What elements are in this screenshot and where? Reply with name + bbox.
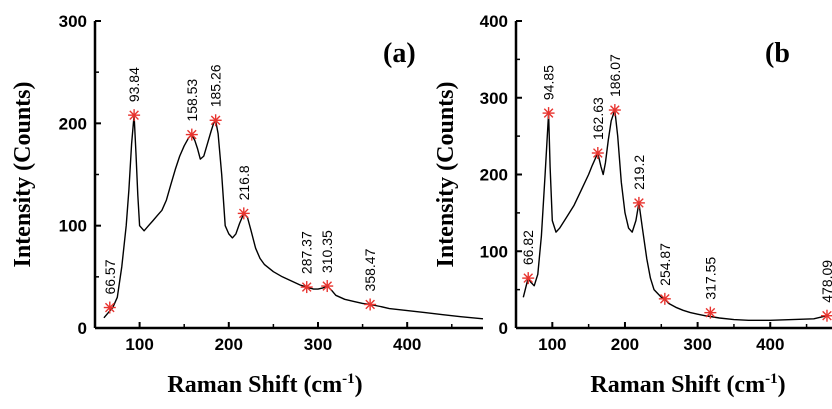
y-tick-label: 200 bbox=[480, 166, 508, 185]
peak-marker-stroke bbox=[523, 273, 534, 283]
peak-marker bbox=[522, 272, 535, 285]
peak-label: 287.37 bbox=[299, 231, 315, 274]
x-tick-label: 400 bbox=[393, 335, 421, 354]
peak-label: 219.2 bbox=[631, 155, 647, 190]
peak-marker bbox=[209, 114, 222, 127]
x-tick-label: 300 bbox=[304, 335, 332, 354]
peak-label: 310.35 bbox=[319, 230, 335, 273]
peak-marker bbox=[103, 301, 116, 314]
peak-marker-stroke bbox=[129, 110, 139, 120]
x-tick-label: 400 bbox=[756, 335, 784, 354]
peak-label: 317.55 bbox=[702, 257, 718, 300]
peak-marker bbox=[591, 147, 604, 160]
peak-marker-stroke bbox=[210, 115, 221, 126]
peak-marker bbox=[128, 109, 141, 122]
peak-marker-stroke bbox=[660, 294, 670, 304]
peak-marker-stroke bbox=[543, 108, 554, 118]
x-axis-label: Raman Shift (cm-1) bbox=[590, 371, 785, 398]
y-tick-label: 400 bbox=[480, 12, 508, 31]
peak-label: 66.57 bbox=[102, 259, 118, 294]
x-tick-label: 200 bbox=[611, 335, 639, 354]
y-tick-label: 300 bbox=[59, 12, 87, 31]
peak-label: 162.63 bbox=[590, 97, 606, 140]
peak-marker bbox=[608, 104, 621, 117]
x-tick-label: 200 bbox=[215, 335, 243, 354]
panel-b: 0 100 200 300 400 100 200 300 400 66.82 94.85 162.6… bbox=[433, 12, 832, 398]
peak-marker-stroke bbox=[822, 310, 832, 321]
y-axis-label: Intensity (Counts) bbox=[10, 81, 36, 267]
peak-marker-stroke bbox=[322, 281, 333, 291]
y-tick-label: 0 bbox=[499, 319, 508, 338]
panel-label: (b bbox=[765, 38, 790, 69]
peak-marker bbox=[704, 306, 717, 319]
y-tick-label: 100 bbox=[59, 217, 87, 236]
spectrum-line bbox=[103, 114, 484, 320]
panel-label: (a) bbox=[383, 38, 416, 69]
peak-marker bbox=[300, 281, 313, 294]
peak-marker bbox=[542, 107, 555, 120]
peak-marker bbox=[237, 207, 250, 220]
peak-marker-stroke bbox=[705, 307, 716, 318]
x-tick-label: 100 bbox=[538, 335, 566, 354]
y-tick-label: 100 bbox=[480, 242, 508, 261]
peak-marker bbox=[658, 292, 671, 305]
peak-marker bbox=[364, 298, 377, 311]
peak-marker-stroke bbox=[186, 129, 197, 140]
peak-label: 216.8 bbox=[236, 165, 252, 200]
peak-marker bbox=[321, 280, 334, 293]
y-axis-label: Intensity (Counts) bbox=[433, 81, 459, 267]
peak-marker-stroke bbox=[610, 105, 620, 115]
peak-marker-stroke bbox=[104, 302, 115, 313]
peak-label: 185.26 bbox=[208, 64, 224, 107]
x-axis-label: Raman Shift (cm-1) bbox=[167, 371, 362, 398]
peak-marker-stroke bbox=[301, 282, 312, 292]
panel-a: 0 100 200 300 100 200 300 400 66.57 93.84 158.53 18… bbox=[10, 12, 484, 398]
peak-label: 158.53 bbox=[184, 79, 200, 122]
peak-label: 478.09 bbox=[819, 260, 832, 303]
peak-label: 358.47 bbox=[362, 248, 378, 291]
peak-marker bbox=[632, 196, 645, 209]
peak-marker-stroke bbox=[238, 208, 249, 219]
peak-label: 93.84 bbox=[126, 67, 142, 102]
peak-marker bbox=[185, 128, 198, 141]
x-tick-label: 300 bbox=[683, 335, 711, 354]
y-tick-label: 200 bbox=[59, 114, 87, 133]
peak-marker-stroke bbox=[593, 148, 603, 158]
y-tick-label: 300 bbox=[480, 89, 508, 108]
peak-label: 254.87 bbox=[657, 243, 673, 286]
y-tick-label: 0 bbox=[78, 319, 87, 338]
peak-label: 186.07 bbox=[607, 54, 623, 97]
peak-label: 94.85 bbox=[541, 65, 557, 100]
peak-marker bbox=[820, 309, 832, 322]
spectrum-line bbox=[522, 109, 828, 321]
peak-label: 66.82 bbox=[520, 230, 536, 265]
peak-marker-stroke bbox=[634, 198, 644, 208]
x-tick-label: 100 bbox=[125, 335, 153, 354]
peak-marker-stroke bbox=[365, 299, 375, 310]
